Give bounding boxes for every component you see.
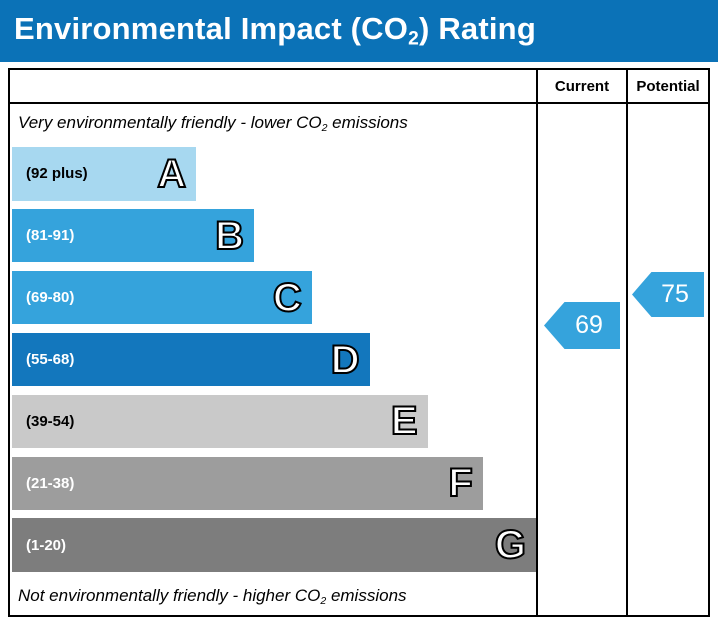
caption-top-text: Very environmentally friendly - lower CO (18, 112, 322, 132)
current-rating-arrow: 69 (544, 302, 620, 349)
page-title-suffix: ) Rating (418, 11, 536, 47)
band-row-F: (21-38) F (10, 452, 536, 514)
band-G: (1-20) G (12, 518, 536, 572)
band-B: (81-91) B (12, 209, 254, 263)
band-F: (21-38) F (12, 456, 483, 510)
band-D: (55-68) D (12, 332, 370, 387)
caption-bottom: Not environmentally friendly - higher CO… (10, 577, 536, 615)
band-E: (39-54) E (12, 394, 428, 448)
band-A-range: (92 plus) (26, 165, 88, 183)
band-row-C: (69-80) C (10, 267, 536, 329)
band-row-E: (39-54) E (10, 390, 536, 452)
page-title-subscript: 2 (408, 28, 419, 50)
title-bar: Environmental Impact (CO2) Rating (0, 0, 718, 62)
band-G-range: (1-20) (26, 536, 67, 554)
potential-rating-arrow: 75 (632, 272, 704, 317)
band-D-letter: D (330, 337, 361, 382)
current-rating-value: 69 (575, 311, 603, 339)
band-B-range: (81-91) (26, 227, 75, 245)
potential-column: 75 (626, 104, 708, 615)
band-B-letter: B (214, 213, 245, 258)
band-C-letter: C (272, 275, 303, 320)
band-row-D: (55-68) D (10, 329, 536, 391)
band-A-letter: A (156, 151, 187, 196)
band-G-letter: G (494, 523, 527, 568)
band-A: (92 plus) A (12, 147, 197, 201)
caption-bottom-suffix: emissions (326, 585, 407, 605)
header-potential: Potential (626, 70, 708, 104)
band-D-range: (55-68) (26, 351, 75, 368)
current-column: 69 (536, 104, 626, 615)
caption-bottom-subscript: 2 (320, 594, 327, 607)
band-F-letter: F (447, 461, 473, 506)
bands: (92 plus) A (81-91) B (69-80) C (55-68) D (39-54… (10, 142, 536, 577)
caption-top: Very environmentally friendly - lower CO… (10, 104, 536, 142)
caption-top-suffix: emissions (327, 112, 408, 132)
band-row-A: (92 plus) A (10, 143, 536, 205)
band-row-G: (1-20) G (10, 514, 536, 576)
band-E-letter: E (390, 399, 419, 444)
potential-rating-value: 75 (661, 280, 689, 308)
page-title-text: Environmental Impact (CO (14, 11, 409, 47)
header-spacer (10, 70, 536, 104)
band-E-range: (39-54) (26, 412, 75, 430)
bands-column: Very environmentally friendly - lower CO… (10, 104, 536, 615)
rating-table: Current Potential Very environmentally f… (8, 68, 710, 617)
caption-bottom-text: Not environmentally friendly - higher CO (18, 585, 321, 605)
band-row-B: (81-91) B (10, 205, 536, 267)
band-C: (69-80) C (12, 271, 312, 325)
header-current: Current (536, 70, 626, 104)
band-F-range: (21-38) (26, 474, 75, 492)
band-C-range: (69-80) (26, 289, 75, 307)
caption-top-subscript: 2 (321, 121, 328, 134)
page-title: Environmental Impact (CO2) Rating (14, 11, 536, 50)
